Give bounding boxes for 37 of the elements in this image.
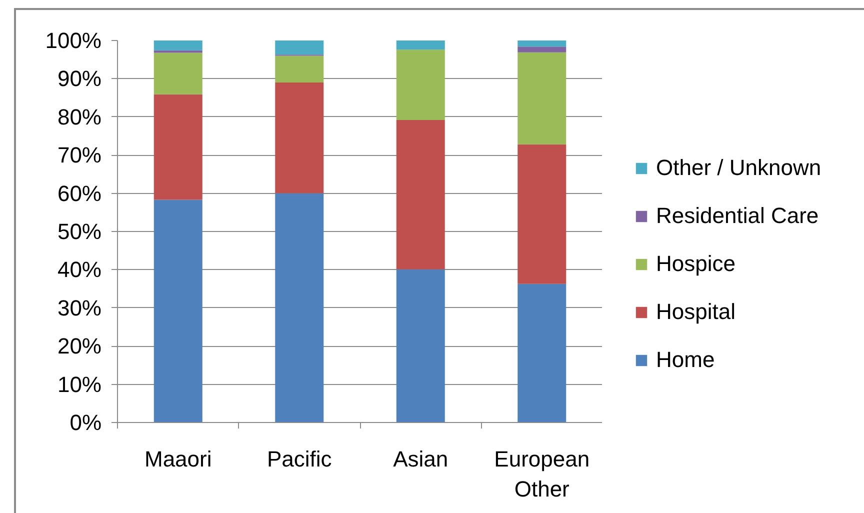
bar <box>154 52 202 94</box>
y-tick-label: 40% <box>57 257 102 282</box>
bar <box>275 193 324 422</box>
y-tick-label: 30% <box>57 295 102 320</box>
bar <box>396 40 445 50</box>
bar <box>518 46 566 52</box>
legend-label: Hospice <box>656 251 736 277</box>
bar <box>275 82 324 194</box>
bar <box>154 94 202 200</box>
legend-label: Other / Unknown <box>656 155 822 181</box>
bar <box>154 200 202 422</box>
y-tick-label: 60% <box>57 180 102 206</box>
y-tick-label: 80% <box>57 104 102 130</box>
x-tick-label: European Other <box>494 446 590 502</box>
bar <box>518 52 566 144</box>
legend-label: Residential Care <box>656 203 819 229</box>
bar <box>396 120 445 270</box>
bar <box>275 40 324 55</box>
y-tick-label: 90% <box>57 66 102 92</box>
bar <box>518 284 566 422</box>
y-tick-label: 0% <box>70 410 102 435</box>
bar <box>396 269 445 422</box>
bar <box>275 56 324 83</box>
y-tick-label: 100% <box>45 28 102 53</box>
bar <box>154 40 202 50</box>
x-tick-label: Asian <box>393 446 448 472</box>
y-tick-label: 10% <box>57 372 102 397</box>
x-tick-label: Maaori <box>144 446 212 472</box>
x-tick-label: Pacific <box>266 446 332 472</box>
bar <box>518 40 566 47</box>
y-tick-label: 70% <box>57 142 102 168</box>
y-tick-label: 20% <box>57 334 102 359</box>
bar <box>396 50 445 120</box>
bar <box>518 144 566 284</box>
y-tick-label: 50% <box>57 219 102 244</box>
legend-label: Home <box>656 347 715 373</box>
legend-label: Hospital <box>656 299 736 325</box>
